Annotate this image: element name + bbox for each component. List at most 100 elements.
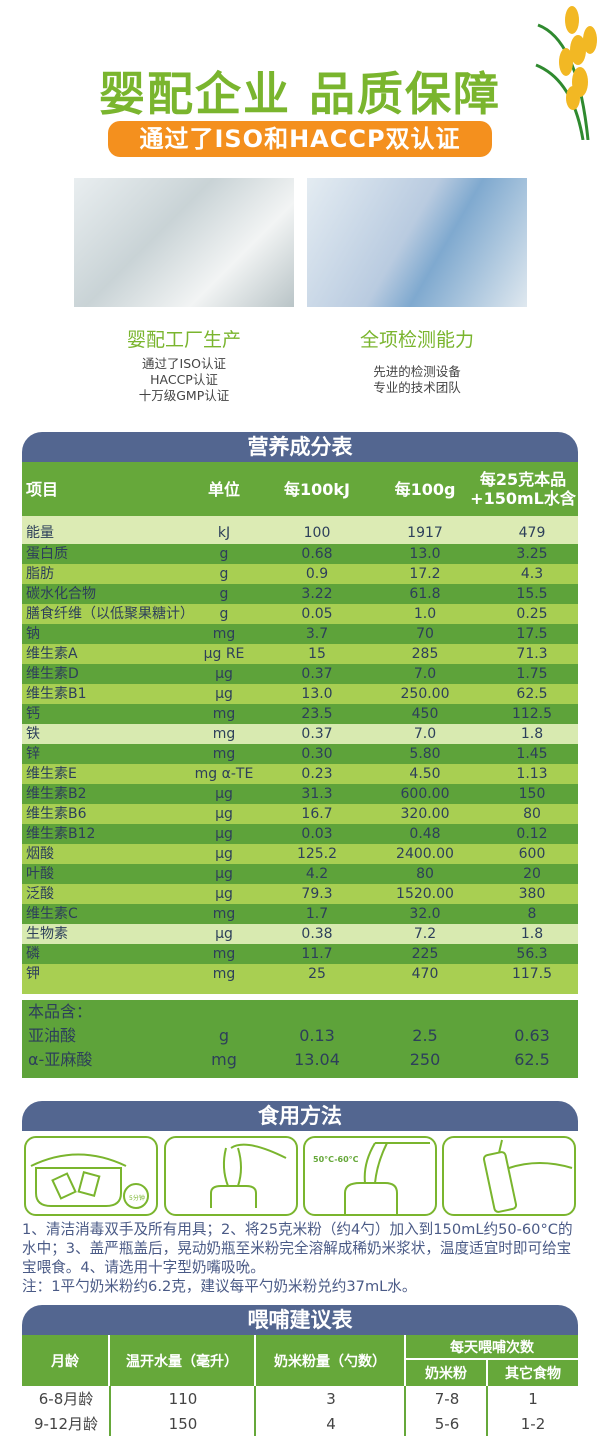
unit: mg [212,966,236,982]
per-100kj: 23.5 [301,706,333,722]
unit: mg [211,1050,237,1069]
nutrition-row: 能量 kJ 100 1917 479 [22,516,578,544]
per-serving: 380 [518,886,546,902]
per-100kj: 0.30 [301,746,333,762]
per-serving: 1.45 [516,746,548,762]
per-serving: 8 [527,906,537,922]
nutrition-row: 生物素 μg 0.38 7.2 1.8 [22,924,578,944]
col-per-serving: 每25克本品 +150mL水含 [468,462,578,516]
card-title: 婴配工厂生产 [126,329,241,351]
nutrient-name: 维生素B1 [26,686,87,702]
unit: μg [215,866,233,882]
per-100kj: 4.2 [305,866,329,882]
col-powder: 奶米粉 [406,1360,488,1386]
desc-line: HACCP认证 [150,372,218,387]
temp-label: 50°C-60°C [313,1155,359,1164]
divider [109,1386,111,1436]
page-title: 婴配企业 品质保障 [98,67,501,121]
per-serving: 62.5 [516,686,548,702]
unit: μg [215,786,233,802]
nutrition-row: 叶酸 μg 4.2 80 20 [22,864,578,884]
nutrition-row: 膳食纤维（以低聚果糖计） g 0.05 1.0 0.25 [22,604,578,624]
per-serving: 479 [518,525,546,541]
unit: μg [215,886,233,902]
per-serving: 0.25 [516,606,548,622]
per-100g: 2.5 [412,1026,438,1045]
nutrient-name: 维生素C [26,906,78,922]
nutrition-extra: 本品含： 亚油酸 g 0.13 2.5 0.63 α-亚麻酸 mg 13.04 250 62.5 [22,1000,578,1078]
per-100kj: 0.9 [305,566,329,582]
per-100kj: 3.22 [301,586,333,602]
per-100kj: 0.05 [301,606,333,622]
nutrient-name: 膳食纤维（以低聚果糖计） [26,606,194,622]
unit: μg [215,806,233,822]
extra-row: 亚油酸 g 0.13 2.5 0.63 [22,1024,578,1048]
nutrition-row: 锌 mg 0.30 5.80 1.45 [22,744,578,764]
usage-title: 食用方法 [22,1101,578,1131]
per-serving: 0.63 [514,1026,550,1045]
per-100kj: 0.38 [301,926,333,942]
unit: mg [212,746,236,762]
per-100g: 7.0 [413,666,437,682]
per-100g: 450 [411,706,439,722]
desc-line: 通过了ISO认证 [142,356,226,371]
extra-row: α-亚麻酸 mg 13.04 250 62.5 [22,1048,578,1072]
nutrition-row: 维生素E mg α-TE 0.23 4.50 1.13 [22,764,578,784]
usage-instructions: 1、清洁消毒双手及所有用具；2、将25克米粉（约4勺）加入到150mL约50-6… [22,1220,582,1296]
per-serving: 112.5 [511,706,553,722]
feeding-row: 6-8月龄 110 3 7-8 1 [22,1387,578,1411]
nutrient-name: 钠 [26,626,40,642]
factory-photo [74,178,294,307]
feeding-water: 110 [168,1390,198,1408]
nutrition-row: 维生素A μg RE 15 285 71.3 [22,644,578,664]
per-100g: 285 [411,646,439,662]
per-100kj: 0.03 [301,826,333,842]
nutrient-name: 维生素A [26,646,78,662]
nutrition-table-body: 能量 kJ 100 1917 479 蛋白质 g 0.68 13.0 3.25 脂肪 g 0.9 17.2… [22,516,578,994]
col-scoops: 奶米粉量（勺数） [256,1335,406,1386]
divider [486,1386,488,1436]
per-100g: 1.0 [413,606,437,622]
timer-label: 5分钟 [129,1194,145,1202]
per-100kj: 125.2 [296,846,338,862]
per-serving: 4.3 [520,566,544,582]
per-100kj: 0.13 [299,1026,335,1045]
per-100g: 0.48 [409,826,441,842]
unit: μg RE [203,646,245,662]
nutrition-row: 维生素B1 μg 13.0 250.00 62.5 [22,684,578,704]
nutrient-name: 脂肪 [26,566,54,582]
unit: g [219,566,229,582]
per-serving: 117.5 [511,966,553,982]
nutrition-row: 磷 mg 11.7 225 56.3 [22,944,578,964]
col-unit: 单位 [207,479,240,499]
per-serving: 1.13 [516,766,548,782]
unit: μg [215,826,233,842]
per-serving: 17.5 [516,626,548,642]
nutrition-header: 项目 单位 每100kJ 每100g 每25克本品 +150mL水含 [22,462,578,516]
per-100kj: 13.04 [294,1050,340,1069]
per-100g: 32.0 [409,906,441,922]
unit: g [219,546,229,562]
nutrient-name: 烟酸 [26,846,54,862]
per-100g: 70 [416,626,434,642]
feeding-water: 150 [168,1415,198,1433]
feeding-scoops: 3 [326,1390,336,1408]
per-100g: 7.0 [413,726,437,742]
nutrition-row: 维生素B6 μg 16.7 320.00 80 [22,804,578,824]
unit: mg [212,626,236,642]
step-pour-water-illustration: 50°C-60°C [303,1136,437,1216]
nutrition-row: 烟酸 μg 125.2 2400.00 600 [22,844,578,864]
nutrient-name: 钙 [26,706,40,722]
per-serving: 62.5 [514,1050,550,1069]
unit: μg [215,846,233,862]
nutrient-name: 亚油酸 [28,1026,77,1045]
per-serving: 56.3 [516,946,548,962]
unit: kJ [217,525,231,541]
per-100kj: 31.3 [301,786,333,802]
col-age: 月龄 [22,1335,110,1386]
usage-text: 1、清洁消毒双手及所有用具；2、将25克米粉（约4勺）加入到150mL约50-6… [22,1221,573,1276]
per-serving: 1.8 [520,926,544,942]
per-serving: 150 [518,786,546,802]
per-100kj: 1.7 [305,906,329,922]
feeding-powder: 5-6 [434,1415,460,1433]
